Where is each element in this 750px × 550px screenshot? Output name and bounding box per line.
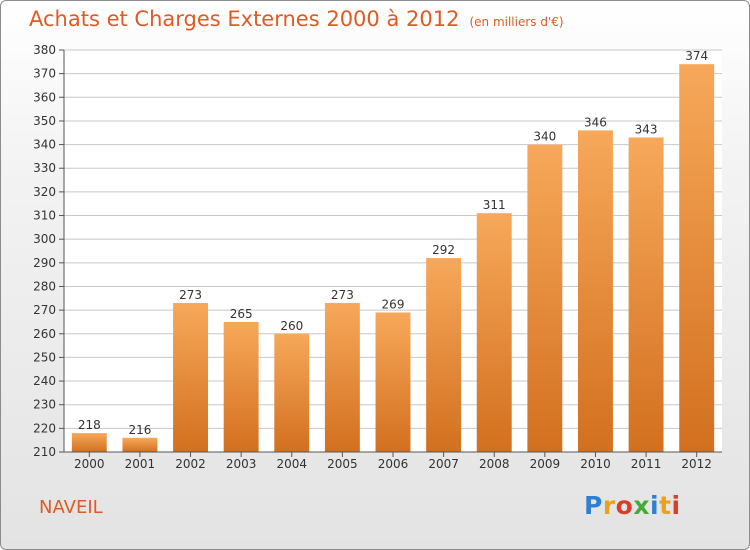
x-tick-label: 2000 xyxy=(74,457,105,471)
y-tick-label: 210 xyxy=(33,445,56,459)
logo-letter: r xyxy=(602,491,616,520)
bar xyxy=(122,437,158,452)
y-tick-label: 370 xyxy=(33,67,56,81)
chart-title: Achats et Charges Externes 2000 à 2012 (e… xyxy=(29,7,564,31)
y-tick-label: 290 xyxy=(33,256,56,270)
y-tick-label: 230 xyxy=(33,398,56,412)
x-axis: 2000 2001 2002 2003 2004 2005 2006 2007 2008 2009… xyxy=(64,451,722,471)
y-tick-label: 340 xyxy=(33,138,56,152)
y-tick-label: 360 xyxy=(33,90,56,104)
y-tick-label: 260 xyxy=(33,327,56,341)
x-tick-label: 2012 xyxy=(681,457,712,471)
y-tick-label: 250 xyxy=(33,350,56,364)
logo-letter: t xyxy=(659,491,672,520)
data-label: 273 xyxy=(331,288,354,302)
x-tick-label: 2004 xyxy=(276,457,307,471)
x-tick-label: 2005 xyxy=(327,457,358,471)
x-tick-label: 2008 xyxy=(479,457,510,471)
data-label: 273 xyxy=(179,288,202,302)
data-label: 343 xyxy=(635,122,658,136)
bar xyxy=(679,64,715,452)
proxiti-logo: Proxiti xyxy=(584,491,681,520)
bar xyxy=(577,130,613,452)
data-label: 374 xyxy=(685,49,708,63)
data-label: 292 xyxy=(432,243,455,257)
data-label: 216 xyxy=(128,423,151,437)
x-tick-label: 2011 xyxy=(631,457,662,471)
y-tick-label: 300 xyxy=(33,232,56,246)
bar xyxy=(173,303,209,452)
data-label: 260 xyxy=(280,319,303,333)
y-axis: 210 220 230 240 250 260 270 280 290 300 310 320 330 3… xyxy=(33,43,65,459)
logo-letter: P xyxy=(584,491,603,520)
y-tick-label: 240 xyxy=(33,374,56,388)
data-label: 340 xyxy=(533,130,556,144)
bars xyxy=(71,64,715,452)
y-tick-label: 220 xyxy=(33,421,56,435)
bar xyxy=(324,303,360,452)
data-label: 346 xyxy=(584,115,607,129)
logo-letter: x xyxy=(633,491,650,520)
data-label: 265 xyxy=(230,307,253,321)
title-text: Achats et Charges Externes 2000 à 2012 xyxy=(29,7,460,31)
data-label: 311 xyxy=(483,198,506,212)
y-tick-label: 380 xyxy=(33,43,56,57)
bar xyxy=(476,213,512,452)
bar xyxy=(375,312,411,452)
x-tick-label: 2006 xyxy=(378,457,409,471)
logo-letter: i xyxy=(650,491,660,520)
logo-letter: o xyxy=(615,491,634,520)
y-tick-label: 280 xyxy=(33,279,56,293)
x-tick-label: 2007 xyxy=(428,457,459,471)
x-tick-label: 2009 xyxy=(530,457,561,471)
y-tick-label: 270 xyxy=(33,303,56,317)
x-tick-label: 2001 xyxy=(125,457,156,471)
data-label: 218 xyxy=(78,418,101,432)
bar xyxy=(628,137,664,452)
y-tick-label: 330 xyxy=(33,161,56,175)
bar xyxy=(274,333,310,452)
bar xyxy=(527,144,563,452)
x-tick-label: 2002 xyxy=(175,457,206,471)
data-labels: 218 216 273 265 260 273 269 292 311 340 346 343 374 xyxy=(78,49,708,437)
y-tick-label: 310 xyxy=(33,209,56,223)
x-tick-label: 2010 xyxy=(580,457,611,471)
y-tick-label: 350 xyxy=(33,114,56,128)
x-tick-label: 2003 xyxy=(226,457,257,471)
bar xyxy=(71,433,107,452)
commune-name: NAVEIL xyxy=(39,497,103,518)
bar xyxy=(426,258,462,452)
chart-subtitle: (en milliers d'€) xyxy=(469,15,564,29)
bar xyxy=(223,321,259,452)
data-label: 269 xyxy=(382,297,405,311)
logo-letter: i xyxy=(671,491,681,520)
y-tick-label: 320 xyxy=(33,185,56,199)
